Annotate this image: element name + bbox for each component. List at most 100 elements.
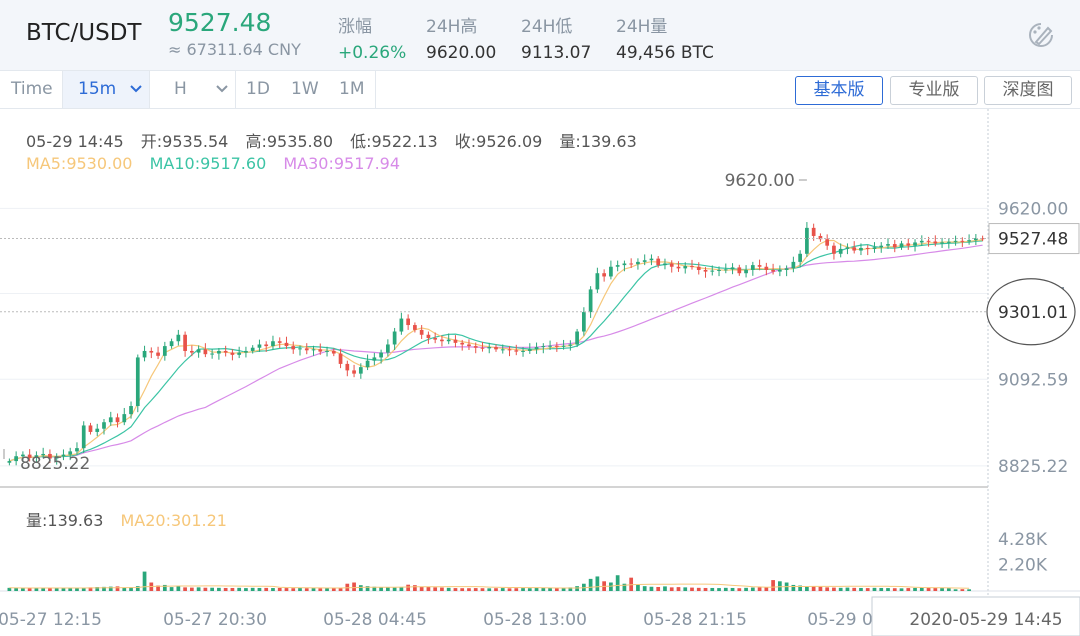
candle-body — [190, 350, 194, 353]
volume-bar — [426, 586, 431, 591]
period-1d[interactable]: 1D — [246, 79, 270, 99]
volume-bar — [142, 571, 147, 591]
candle-body — [575, 331, 579, 345]
candle-body — [473, 346, 478, 348]
stat-label: 24H量 — [616, 17, 668, 37]
divider — [149, 71, 150, 108]
volume-bar — [764, 587, 769, 591]
volume-bar — [636, 584, 640, 591]
candle-body — [514, 350, 519, 352]
volume-readout: 量:139.63 MA20:301.21 — [26, 507, 239, 531]
pair-title[interactable]: BTC/USDT — [26, 20, 142, 46]
interval-h-dropdown[interactable]: H — [174, 71, 234, 108]
candle-body — [291, 346, 296, 350]
volume-bar — [61, 587, 66, 591]
volume-bar — [798, 585, 802, 591]
candle-body — [967, 240, 971, 242]
volume-bar — [757, 587, 762, 591]
volume-bar — [879, 587, 884, 591]
candle-body — [149, 350, 154, 353]
candle-body — [440, 339, 444, 342]
volume-bar — [906, 588, 911, 591]
volume-bar — [379, 586, 383, 591]
candle-body — [811, 227, 816, 236]
candle-body — [676, 266, 681, 269]
period-1w[interactable]: 1W — [291, 79, 319, 99]
depth-chart-button[interactable]: 深度图 — [984, 76, 1072, 105]
volume-bar — [507, 588, 512, 591]
volume-bar — [156, 585, 160, 591]
candle-body — [919, 240, 924, 243]
volume-bar — [683, 587, 688, 591]
candle-body — [68, 451, 73, 455]
volume-bar — [406, 584, 410, 591]
volume-bar — [791, 584, 796, 591]
candle-body — [899, 243, 904, 248]
candle-body — [757, 265, 762, 267]
candle-body — [108, 417, 113, 423]
interval-h-label: H — [174, 79, 187, 99]
ma5-label: MA5:9530.00 — [26, 154, 133, 173]
candle-body — [135, 357, 140, 407]
candle-body — [764, 266, 769, 270]
volume-bar — [892, 588, 897, 591]
readout-time: 05-29 14:45 — [26, 132, 124, 151]
volume-bar — [54, 587, 59, 591]
candle-body — [54, 456, 59, 459]
volume-bar — [217, 587, 221, 591]
volume-bar — [318, 588, 323, 591]
divider — [62, 71, 63, 108]
volume-bar — [460, 588, 465, 591]
volume-bar — [433, 587, 438, 591]
candle-body — [331, 350, 336, 354]
ma30-label: MA30:9517.94 — [283, 154, 401, 173]
candle-body — [622, 263, 627, 266]
crosshair-price-highlight — [986, 278, 1076, 346]
pro-view-button[interactable]: 专业版 — [890, 76, 978, 105]
candle-body — [196, 349, 201, 353]
divider — [235, 71, 236, 108]
crosshair-time-box — [871, 596, 1080, 636]
volume-bar — [899, 588, 904, 591]
candle-body — [406, 318, 410, 326]
volume-tick-label: 4.28K — [998, 530, 1048, 550]
candle-body — [27, 454, 32, 458]
candle-body — [669, 263, 674, 267]
price-tick-label: 8825.22 — [998, 457, 1068, 477]
volume-bar — [34, 588, 39, 591]
candle-body — [48, 453, 52, 459]
basic-view-button[interactable]: 基本版 — [795, 76, 883, 105]
stat-label: 24H高 — [426, 17, 478, 37]
kline-chart[interactable]: 9620.009357.519092.598825.224.28K2.20K05… — [0, 109, 1080, 636]
volume-bar — [730, 587, 735, 591]
readout-low: 低:9522.13 — [350, 132, 438, 151]
volume-bar — [413, 585, 417, 591]
volume-bar — [453, 588, 458, 591]
time-tick-label: 05-28 21:15 — [643, 610, 747, 630]
candle-body — [791, 261, 796, 269]
volume-bar — [832, 587, 836, 591]
volume-label: 量:139.63 — [26, 511, 104, 530]
volume-bar — [291, 588, 296, 591]
volume-bar — [68, 588, 73, 591]
volume-bar — [595, 576, 600, 591]
candle-body — [690, 266, 694, 268]
volume-bar — [271, 588, 275, 591]
volume-bar — [690, 587, 694, 591]
volume-bar — [257, 587, 262, 591]
candle-body — [778, 269, 782, 272]
period-1m[interactable]: 1M — [339, 79, 365, 99]
candle-body — [602, 273, 606, 277]
candle-body — [913, 242, 917, 246]
candle-body — [379, 352, 383, 358]
candle-body — [325, 350, 329, 352]
candle-body — [386, 344, 390, 353]
candle-body — [169, 341, 174, 347]
stat-value: 9113.07 — [521, 43, 592, 63]
interval-15m-dropdown[interactable]: 15m — [63, 71, 149, 108]
brush-icon[interactable] — [1026, 20, 1056, 50]
ohlc-readout: 05-29 14:45 开:9535.54 高:9535.80 低:9522.1… — [26, 128, 649, 152]
volume-bar — [399, 587, 404, 591]
candle-body — [318, 349, 323, 352]
volume-bar — [372, 586, 377, 591]
